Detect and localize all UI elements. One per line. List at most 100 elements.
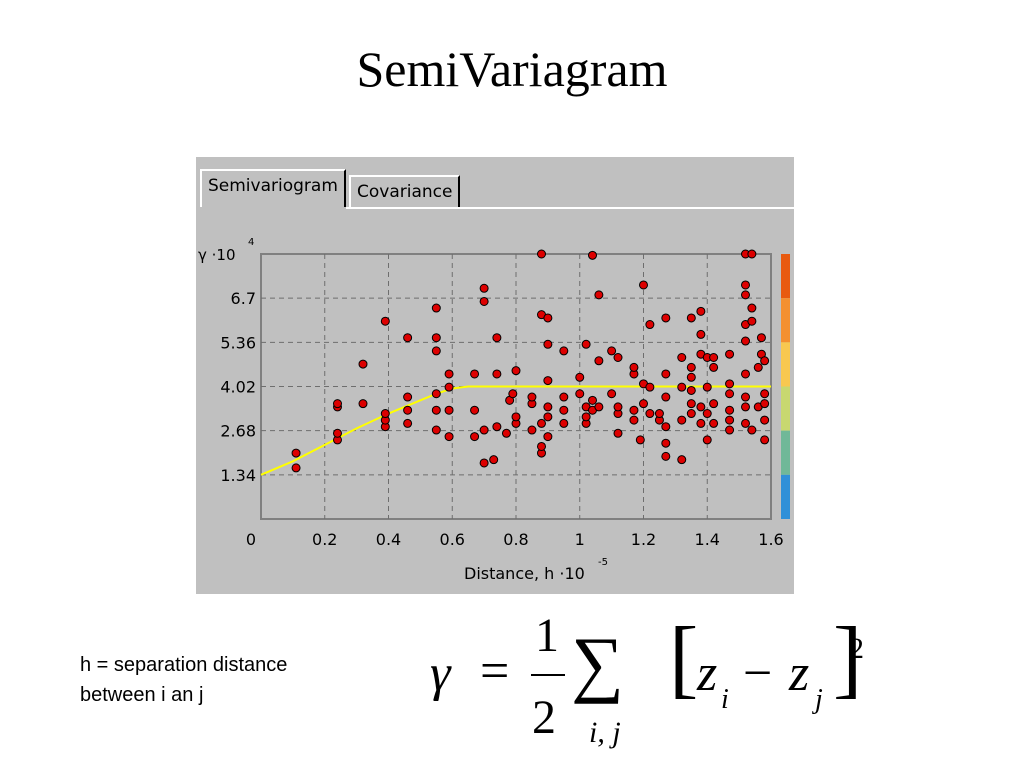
data-point [431, 389, 441, 399]
data-point [543, 432, 553, 442]
data-point [291, 448, 301, 458]
data-point [492, 369, 502, 379]
data-point [431, 405, 441, 415]
formula-numerator: 1 [535, 609, 559, 662]
y-tick-label: 4.02 [220, 378, 256, 397]
data-point [639, 399, 648, 409]
data-point [741, 290, 750, 300]
data-point [760, 415, 770, 425]
data-point [575, 372, 585, 382]
data-point [760, 435, 770, 445]
data-point [696, 402, 706, 412]
data-point [501, 428, 511, 438]
data-point [470, 432, 480, 442]
data-point [747, 303, 757, 313]
data-point [725, 349, 735, 359]
data-point [741, 280, 750, 290]
data-point [661, 451, 671, 461]
data-point [702, 435, 712, 445]
color-legend-bar [781, 254, 790, 519]
data-point [709, 362, 719, 372]
data-point [661, 369, 671, 379]
x-tick-labels: 0 0.2 0.4 0.6 0.8 1 1.2 1.4 1.6 [246, 530, 784, 549]
data-point [543, 313, 553, 323]
data-point [527, 425, 537, 435]
data-point [654, 409, 664, 419]
legend-segment [781, 474, 790, 519]
data-point [380, 409, 390, 419]
data-point [645, 382, 655, 392]
data-point [358, 359, 368, 369]
formula-denominator: 2 [532, 691, 556, 744]
data-point [686, 313, 696, 323]
data-point [661, 422, 671, 432]
y-tick-label: 1.34 [220, 466, 256, 485]
data-point [479, 458, 489, 468]
caption-line-1: h = separation distance [80, 654, 288, 676]
data-point [581, 412, 591, 422]
legend-segment [781, 254, 790, 299]
data-point [559, 418, 569, 428]
formula-equals: = [480, 643, 510, 700]
formula-sub-j: j [815, 684, 823, 715]
data-point [629, 405, 639, 415]
data-point [725, 379, 735, 389]
data-point [645, 409, 655, 419]
formula-sum: ∑ [571, 623, 624, 705]
x-tick-label: 1.2 [631, 530, 656, 549]
x-axis-label-exponent: -5 [598, 557, 608, 568]
tab-semivariogram[interactable]: Semivariogram [200, 169, 346, 207]
x-tick-label: 0 [246, 530, 256, 549]
x-tick-label: 1.6 [758, 530, 783, 549]
y-tick-labels: 1.34 2.68 4.02 5.36 6.7 [220, 289, 256, 485]
x-tick-label: 1 [575, 530, 585, 549]
data-point [677, 455, 687, 465]
data-point [333, 399, 342, 409]
legend-segment [781, 342, 790, 387]
data-point [696, 306, 706, 316]
formula-z-j: z [789, 645, 810, 702]
x-tick-label: 0.6 [440, 530, 465, 549]
model-curve [260, 385, 771, 476]
data-point [677, 382, 687, 392]
y-tick-label: 6.7 [231, 289, 256, 308]
data-point [431, 425, 441, 435]
data-point [479, 283, 489, 293]
data-point [527, 392, 537, 402]
data-point [537, 418, 546, 428]
data-point [444, 405, 454, 415]
fraction-bar [531, 674, 565, 676]
data-point [444, 432, 454, 442]
data-point [760, 399, 770, 409]
data-point [741, 336, 750, 346]
data-point [431, 303, 441, 313]
data-point [511, 412, 521, 422]
data-point [686, 399, 696, 409]
data-point [661, 392, 671, 402]
data-point [543, 402, 553, 412]
data-point [431, 346, 441, 356]
data-point [559, 346, 569, 356]
data-point [741, 392, 750, 402]
data-point [725, 425, 735, 435]
data-point [696, 418, 706, 428]
data-point [511, 366, 521, 376]
x-tick-label: 0.4 [376, 530, 401, 549]
x-tick-label: 0.8 [503, 530, 528, 549]
data-point [613, 402, 623, 412]
tab-covariance[interactable]: Covariance [349, 175, 461, 207]
legend-segment [781, 430, 790, 475]
data-point [661, 313, 671, 323]
data-point [492, 333, 502, 343]
caption-line-2: between i an j [80, 684, 204, 706]
y-tick-label: 2.68 [220, 422, 256, 441]
data-point [702, 382, 712, 392]
data-point [470, 405, 480, 415]
semivariogram-chart: 1.34 2.68 4.02 5.36 6.7 0 0.2 0.4 0.6 0.8 1 1.2 1.4… [198, 237, 790, 583]
data-point [543, 412, 553, 422]
semivariance-formula: γ = 1 2 ∑ i, j [ z i − z j ] 2 [425, 608, 875, 758]
formula-open-bracket: [ [669, 610, 699, 707]
data-point [747, 425, 757, 435]
data-point [333, 428, 342, 438]
data-point [686, 409, 696, 419]
